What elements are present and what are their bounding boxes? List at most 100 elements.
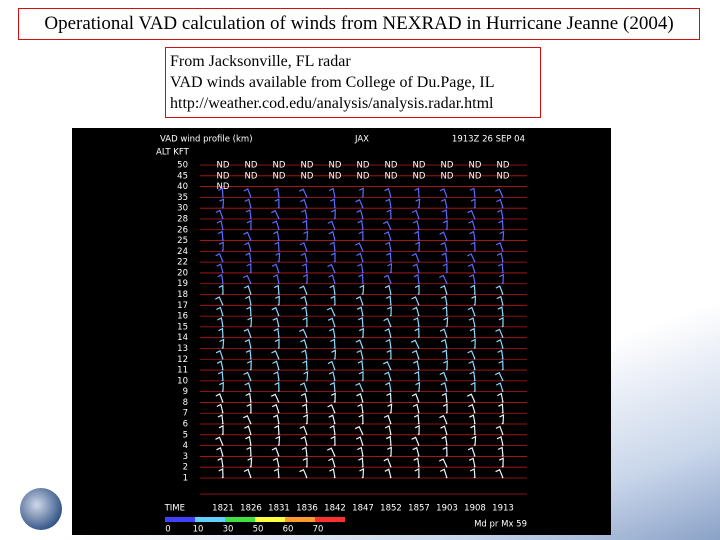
wind-barb — [216, 306, 224, 317]
wind-barb — [499, 273, 504, 285]
text-line: VAD winds available from College of Du.P… — [170, 74, 495, 91]
wind-barb — [217, 230, 224, 241]
wind-barb — [411, 209, 420, 220]
wind-barb — [329, 241, 336, 252]
wind-barb — [303, 414, 308, 425]
wind-barb — [469, 414, 476, 425]
wind-barb — [300, 252, 308, 263]
wind-barb — [300, 392, 308, 403]
wind-barb — [387, 403, 393, 414]
wind-barb — [499, 230, 505, 241]
wind-barb — [356, 252, 364, 263]
wind-barb — [382, 220, 392, 231]
wind-barb — [330, 435, 336, 447]
wind-barb — [215, 349, 224, 360]
altitude-label: 20 — [177, 268, 188, 278]
wind-barb — [216, 263, 224, 274]
wind-barb — [244, 198, 252, 209]
wind-barb — [495, 425, 504, 436]
wind-barb — [357, 360, 364, 371]
altitude-label: 13 — [177, 344, 188, 354]
wind-barb — [218, 468, 224, 479]
wind-barb — [357, 263, 364, 274]
wind-barb — [299, 425, 308, 436]
wind-barb — [218, 424, 224, 436]
wind-barb — [329, 468, 336, 479]
altitude-label: 11 — [177, 366, 188, 376]
wind-barb — [301, 209, 308, 220]
wind-barb — [358, 457, 364, 468]
wind-barb — [471, 435, 477, 447]
wind-barb — [467, 263, 476, 274]
wind-barb — [467, 350, 476, 360]
wind-barb — [329, 381, 336, 393]
time-label: 1857 — [408, 504, 430, 514]
wind-barb — [495, 468, 504, 479]
no-data: ND — [413, 171, 426, 181]
wind-barb — [414, 424, 420, 436]
wind-barb — [359, 284, 365, 295]
wind-barb — [498, 219, 504, 231]
altitude-label: 2 — [183, 463, 188, 473]
wind-barb — [327, 220, 336, 231]
altitude-label: 6 — [183, 420, 188, 430]
wind-barb — [272, 457, 280, 468]
time-label: 1821 — [212, 504, 234, 514]
wind-barb — [302, 316, 308, 328]
wind-barb — [441, 392, 448, 403]
wind-barb — [383, 360, 392, 371]
wind-barb — [330, 392, 336, 403]
text-line: http://weather.cod.edu/analysis/analysis… — [170, 95, 494, 112]
wind-barb — [274, 198, 280, 209]
time-label: 1831 — [268, 504, 290, 514]
wind-barb — [441, 435, 448, 447]
wind-barb — [218, 241, 224, 252]
wind-barb — [359, 327, 364, 339]
wind-barb — [442, 306, 448, 317]
wind-barb — [385, 435, 392, 447]
wind-barb — [303, 230, 309, 241]
altitude-label: 40 — [177, 182, 188, 192]
time-label: 1842 — [324, 504, 346, 514]
wind-barb — [415, 241, 420, 252]
wind-barb — [442, 219, 448, 231]
wind-barb — [497, 349, 504, 360]
wind-barb — [386, 252, 392, 263]
wind-barb — [243, 414, 252, 425]
wind-barb — [328, 457, 336, 468]
no-data: ND — [217, 161, 230, 171]
wind-barb — [273, 284, 280, 295]
altitude-label: 19 — [177, 279, 188, 289]
time-label: 1913 — [492, 504, 514, 514]
wind-barb — [497, 392, 504, 403]
wind-barb — [356, 306, 364, 317]
wind-barb — [443, 360, 448, 371]
no-data: ND — [273, 161, 286, 171]
no-data: ND — [385, 161, 398, 171]
wind-barb — [468, 457, 476, 468]
wind-barb — [384, 425, 392, 436]
wind-barb — [329, 424, 336, 436]
time-label: 1826 — [240, 504, 262, 514]
wind-barb — [497, 446, 504, 457]
wind-barb — [355, 295, 364, 306]
wind-barb — [301, 263, 308, 274]
wind-barb — [271, 263, 280, 274]
wind-barb — [272, 274, 280, 285]
wind-barb — [329, 284, 336, 295]
wind-barb — [271, 403, 280, 414]
wind-barb — [274, 241, 280, 252]
wind-barb — [413, 457, 420, 468]
wind-barb — [301, 403, 308, 414]
wind-barb — [355, 198, 364, 209]
wind-barb — [215, 209, 224, 220]
wind-barb — [415, 381, 421, 393]
no-data: ND — [245, 161, 258, 171]
wind-barb — [245, 209, 252, 220]
wind-barb — [467, 306, 476, 317]
wind-barb — [386, 392, 392, 403]
altitude-label: 26 — [177, 225, 188, 235]
altitude-label: 50 — [177, 161, 188, 171]
wind-barb — [411, 252, 420, 263]
wind-barb — [300, 436, 308, 447]
